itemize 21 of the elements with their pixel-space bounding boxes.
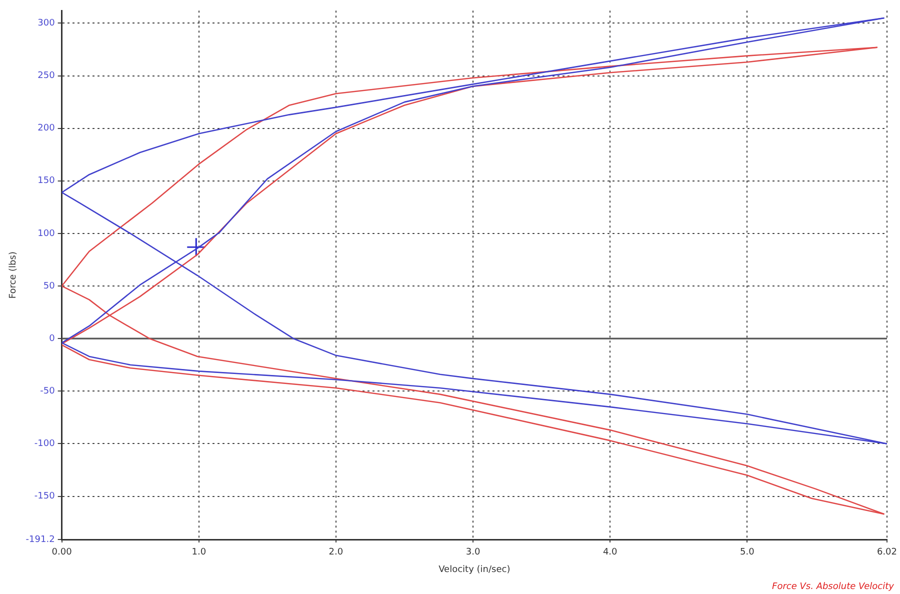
y-tick-label: 200 [38,124,56,134]
x-tick-label: 2.0 [328,547,344,558]
y-tick-label: -150 [34,492,56,502]
x-tick-label: 4.0 [602,547,618,558]
y-axis-title: Force (lbs) [8,252,19,299]
y-tick-label: -50 [40,386,56,397]
x-axis-title: Velocity (in/sec) [438,565,510,576]
y-tick-label: 250 [38,71,56,82]
x-tick-label: 3.0 [466,547,480,558]
x-tick-label: 5.0 [740,547,755,558]
text: Force Vs. Absolute Velocity [772,582,895,592]
y-tick-label: 100 [38,228,56,239]
y-tick-label: 150 [38,176,56,186]
y-tick-label: -100 [34,439,56,450]
y-tick-label: 50 [43,281,56,292]
y-tick-label: 0 [49,334,56,344]
y-tick-label: -191.2 [26,534,55,545]
x-tick-label: 1.0 [192,547,206,558]
y-tick-label: 300 [38,18,56,29]
x-tick-label: 0.00 [52,547,72,558]
x-tick-label: 6.02 [876,547,898,558]
